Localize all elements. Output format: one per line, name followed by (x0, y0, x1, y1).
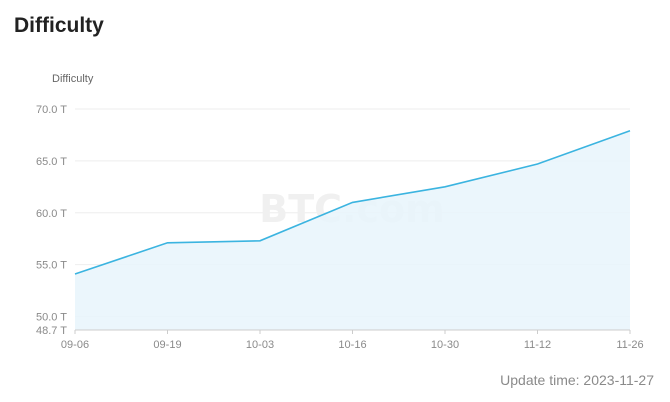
series-line[interactable] (74, 130, 631, 275)
y-axis-ticks: 48.7 T50.0 T 55.0 T 60.0 T 65.0 T 70.0 T (36, 104, 67, 337)
y-tick-label: 55.0 T (36, 260, 67, 272)
y-tick-label: 65.0 T (36, 156, 67, 168)
x-tick-label: 10-30 (431, 339, 459, 351)
x-tick-label: 11-26 (616, 339, 643, 351)
update-time: Update time: 2023-11-27 (500, 372, 654, 388)
x-tick-label: 10-03 (246, 339, 274, 351)
y-axis-label: Difficulty (52, 73, 94, 85)
series-area (75, 130, 630, 330)
x-axis-ticks: 09-06 09-19 10-03 10-16 10-30 11-12 11-26 (61, 329, 644, 351)
y-tick-label: 70.0 T (36, 104, 67, 116)
page-title: Difficulty (14, 14, 104, 37)
x-tick-label: 11-12 (524, 339, 551, 351)
y-tick-label: 60.0 T (36, 208, 67, 220)
x-tick-label: 10-16 (338, 339, 366, 351)
y-tick-label: 50.0 T (36, 312, 67, 324)
x-tick-label: 09-19 (153, 339, 181, 351)
y-tick-label: 48.7 T (36, 325, 67, 337)
x-tick-label: 09-06 (61, 339, 89, 351)
